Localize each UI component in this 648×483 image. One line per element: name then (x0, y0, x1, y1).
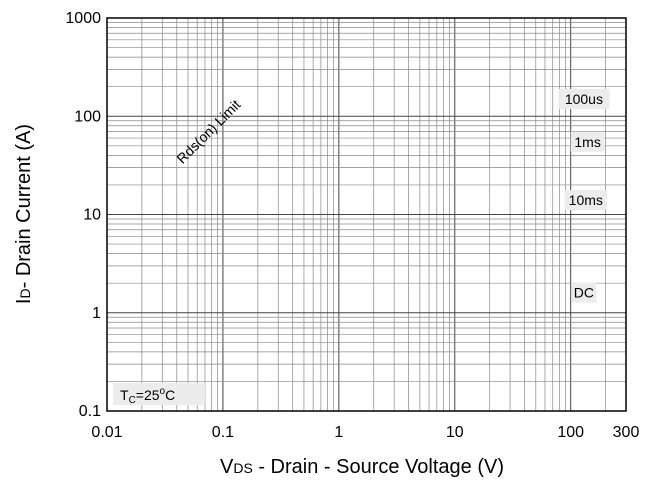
plot-frame (106, 17, 627, 412)
x-tick-label: 10 (446, 424, 464, 441)
x-tick-label: 0.1 (212, 424, 234, 441)
x-tick-label: 1 (334, 424, 343, 441)
y-tick-label: 10 (83, 207, 101, 224)
svg-text:1ms: 1ms (574, 134, 600, 150)
y-tick-label: 1000 (65, 10, 101, 27)
x-tick-label: 0.01 (91, 424, 122, 441)
curve-label-100us: 100us (558, 88, 610, 109)
y-tick-label: 0.1 (79, 403, 101, 420)
x-tick-labels: 0.01 0.1 1 10 100 300 (91, 424, 639, 441)
curve-label-1ms: 1ms (570, 131, 605, 152)
svg-text:TC=25oC: TC=25oC (120, 386, 175, 406)
x-axis-title: VDS - Drain - Source Voltage (V) (220, 456, 504, 478)
curve-label-dc: DC (571, 282, 597, 303)
y-tick-label: 1 (92, 305, 101, 322)
svg-text:DC: DC (574, 285, 594, 301)
temperature-label: TC=25oC (113, 383, 205, 406)
svg-text:10ms: 10ms (569, 192, 603, 208)
x-tick-label: 300 (613, 424, 640, 441)
x-tick-label: 100 (557, 424, 584, 441)
y-tick-label: 100 (74, 108, 101, 125)
curve-label-10ms: 10ms (564, 190, 607, 211)
y-axis-title: ID- Drain Current (A) (13, 124, 35, 304)
svg-text:100us: 100us (565, 91, 603, 107)
grid-lines (106, 18, 627, 412)
y-tick-labels: 0.1 1 10 100 1000 (65, 10, 101, 420)
